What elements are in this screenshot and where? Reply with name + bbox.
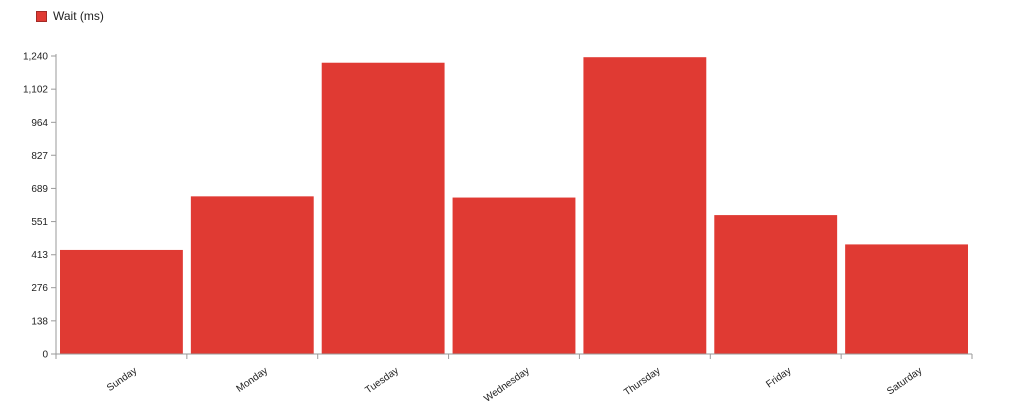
bar-thursday: [583, 57, 707, 355]
bars-layer: [60, 57, 968, 355]
x-axis: Sunday Monday Tuesday Wednesday Thursday Frid…: [55, 353, 973, 405]
x-tick-label: Monday: [235, 365, 270, 394]
legend-label: Wait (ms): [53, 9, 104, 23]
y-axis: 0 138 276 413 551 689 827 964 1,102 1,240: [23, 52, 57, 361]
x-tick-label: Saturday: [885, 365, 924, 397]
bar-monday: [190, 196, 314, 354]
y-tick-label: 138: [31, 316, 48, 327]
bar-sunday: [60, 249, 183, 354]
bar-friday: [714, 215, 838, 354]
bar-saturday: [845, 244, 968, 354]
y-tick-label: 1,240: [23, 52, 48, 63]
y-tick-label: 0: [42, 350, 48, 361]
bar-wednesday: [452, 197, 576, 354]
bar-tuesday: [321, 62, 445, 354]
legend: Wait (ms): [36, 8, 104, 24]
legend-swatch: [36, 10, 47, 22]
y-tick-label: 276: [31, 283, 48, 294]
y-tick-label: 413: [31, 250, 48, 261]
y-tick-label: 689: [31, 184, 48, 195]
x-tick-label: Sunday: [105, 365, 139, 393]
x-tick-label: Thursday: [622, 365, 662, 398]
x-tick-label: Friday: [764, 365, 793, 390]
y-tick-label: 964: [31, 118, 48, 129]
y-tick-label: 1,102: [23, 85, 48, 96]
y-tick-label: 827: [31, 151, 48, 162]
x-tick-label: Tuesday: [363, 365, 400, 396]
y-tick-label: 551: [31, 217, 48, 228]
x-tick-label: Wednesday: [482, 365, 531, 404]
